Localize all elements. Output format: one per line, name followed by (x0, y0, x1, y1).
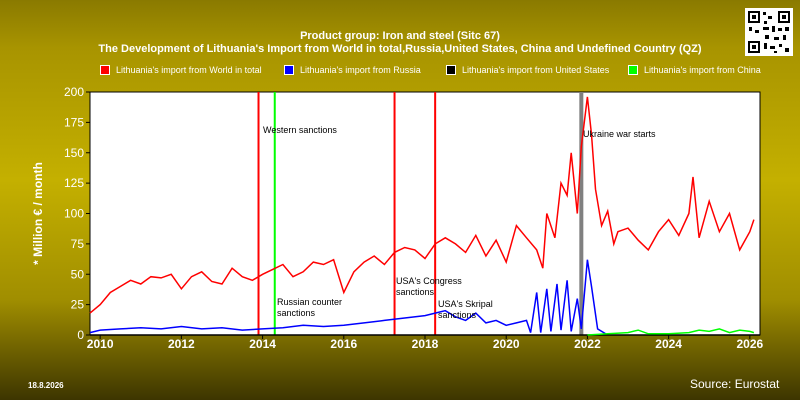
event-label: Russian counter (277, 297, 342, 307)
x-tick-label: 2018 (412, 337, 439, 351)
legend-item-world: Lithuania's import from World in total (100, 64, 262, 76)
x-tick-label: 2012 (168, 337, 195, 351)
x-tick-label: 2020 (493, 337, 520, 351)
series-line-1 (89, 259, 609, 336)
x-tick-label: 2026 (736, 337, 763, 351)
x-tick-label: 2010 (87, 337, 114, 351)
legend-swatch-china (628, 65, 638, 75)
event-label: Ukraine war starts (583, 129, 656, 139)
event-label: sanctions (277, 308, 316, 318)
legend-label-united-states: Lithuania's import from United States (462, 65, 610, 75)
y-tick-label: 75 (71, 237, 85, 251)
x-tick-label: 2024 (655, 337, 682, 351)
event-label: USA's Skripal (438, 299, 493, 309)
qr-code (745, 8, 793, 56)
y-tick-label: 125 (64, 176, 84, 190)
source-label: Source: Eurostat (690, 377, 780, 391)
y-tick-label: 175 (64, 115, 84, 129)
legend-label-world: Lithuania's import from World in total (116, 65, 262, 75)
series-line-3 (587, 328, 755, 336)
legend-label-russia: Lithuania's import from Russia (300, 65, 421, 75)
event-label: sanctions (438, 310, 477, 320)
y-tick-label: 0 (77, 328, 84, 342)
y-tick-label: 100 (64, 207, 84, 221)
x-tick-label: 2016 (330, 337, 357, 351)
plot-area (89, 91, 761, 336)
legend-item-russia: Lithuania's import from Russia (284, 64, 421, 76)
legend-label-china: Lithuania's import from China (644, 65, 761, 75)
legend-swatch-russia (284, 65, 294, 75)
event-label: USA's Congress (396, 276, 462, 286)
x-tick-label: 2022 (574, 337, 601, 351)
y-tick-label: 150 (64, 146, 84, 160)
legend-item-united-states: Lithuania's import from United States (446, 64, 609, 76)
y-axis-label: * Million € / month (31, 162, 45, 265)
y-tick-label: 25 (71, 298, 85, 312)
event-label: Western sanctions (263, 125, 337, 135)
chart-title-line1: Product group: Iron and steel (Sitc 67) (300, 30, 500, 42)
event-label: sanctions (396, 287, 435, 297)
legend-swatch-world (100, 65, 110, 75)
date-stamp: 18.8.2026 (28, 381, 64, 390)
legend-item-china: Lithuania's import from China (628, 64, 761, 76)
legend-swatch-united-states (446, 65, 456, 75)
series-line-0 (89, 96, 755, 314)
x-tick-label: 2014 (249, 337, 276, 351)
y-tick-label: 50 (71, 267, 85, 281)
chart-title-line2: The Development of Lithuania's Import fr… (98, 43, 702, 55)
y-tick-label: 200 (64, 85, 84, 99)
